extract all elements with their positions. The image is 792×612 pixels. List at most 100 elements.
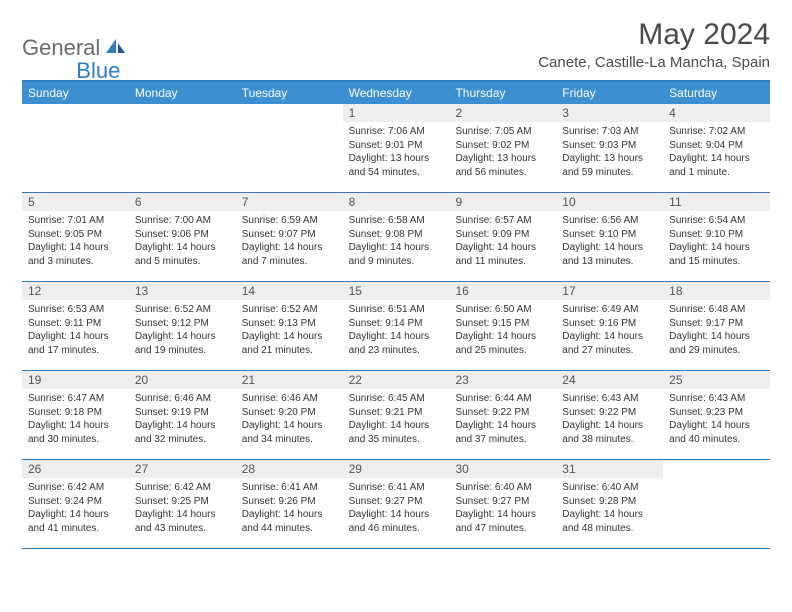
day-number: 5 — [22, 193, 129, 211]
day-number: 2 — [449, 104, 556, 122]
sunset-text: Sunset: 9:18 PM — [28, 406, 123, 420]
sunset-text: Sunset: 9:09 PM — [455, 228, 550, 242]
sunrise-text: Sunrise: 7:02 AM — [669, 125, 764, 139]
day-content: Sunrise: 6:42 AMSunset: 9:25 PMDaylight:… — [129, 478, 236, 539]
day-number: 15 — [343, 282, 450, 300]
sunset-text: Sunset: 9:22 PM — [455, 406, 550, 420]
day-content: Sunrise: 6:41 AMSunset: 9:26 PMDaylight:… — [236, 478, 343, 539]
day-content: Sunrise: 6:44 AMSunset: 9:22 PMDaylight:… — [449, 389, 556, 450]
day-content: Sunrise: 6:59 AMSunset: 9:07 PMDaylight:… — [236, 211, 343, 272]
day-number: 14 — [236, 282, 343, 300]
daylight-text: Daylight: 14 hours and 37 minutes. — [455, 419, 550, 446]
sunrise-text: Sunrise: 6:57 AM — [455, 214, 550, 228]
daylight-text: Daylight: 14 hours and 27 minutes. — [562, 330, 657, 357]
week-row: 12Sunrise: 6:53 AMSunset: 9:11 PMDayligh… — [22, 282, 770, 371]
sunset-text: Sunset: 9:16 PM — [562, 317, 657, 331]
day-cell: 18Sunrise: 6:48 AMSunset: 9:17 PMDayligh… — [663, 282, 770, 370]
sunrise-text: Sunrise: 6:40 AM — [562, 481, 657, 495]
day-content: Sunrise: 6:41 AMSunset: 9:27 PMDaylight:… — [343, 478, 450, 539]
week-row: 19Sunrise: 6:47 AMSunset: 9:18 PMDayligh… — [22, 371, 770, 460]
day-content: Sunrise: 6:40 AMSunset: 9:28 PMDaylight:… — [556, 478, 663, 539]
sunset-text: Sunset: 9:27 PM — [349, 495, 444, 509]
sunrise-text: Sunrise: 6:46 AM — [135, 392, 230, 406]
day-cell: 19Sunrise: 6:47 AMSunset: 9:18 PMDayligh… — [22, 371, 129, 459]
day-cell: 2Sunrise: 7:05 AMSunset: 9:02 PMDaylight… — [449, 104, 556, 192]
week-row: 1Sunrise: 7:06 AMSunset: 9:01 PMDaylight… — [22, 104, 770, 193]
sunrise-text: Sunrise: 6:45 AM — [349, 392, 444, 406]
daylight-text: Daylight: 14 hours and 9 minutes. — [349, 241, 444, 268]
sunrise-text: Sunrise: 6:58 AM — [349, 214, 444, 228]
sunset-text: Sunset: 9:06 PM — [135, 228, 230, 242]
day-content: Sunrise: 6:46 AMSunset: 9:19 PMDaylight:… — [129, 389, 236, 450]
daylight-text: Daylight: 14 hours and 32 minutes. — [135, 419, 230, 446]
daylight-text: Daylight: 14 hours and 43 minutes. — [135, 508, 230, 535]
day-content: Sunrise: 7:06 AMSunset: 9:01 PMDaylight:… — [343, 122, 450, 183]
daylight-text: Daylight: 14 hours and 34 minutes. — [242, 419, 337, 446]
day-content: Sunrise: 6:47 AMSunset: 9:18 PMDaylight:… — [22, 389, 129, 450]
day-cell: 8Sunrise: 6:58 AMSunset: 9:08 PMDaylight… — [343, 193, 450, 281]
day-number: 26 — [22, 460, 129, 478]
day-cell: 4Sunrise: 7:02 AMSunset: 9:04 PMDaylight… — [663, 104, 770, 192]
day-content: Sunrise: 6:58 AMSunset: 9:08 PMDaylight:… — [343, 211, 450, 272]
sunrise-text: Sunrise: 6:42 AM — [28, 481, 123, 495]
sunset-text: Sunset: 9:10 PM — [669, 228, 764, 242]
sail-icon — [104, 37, 126, 60]
sunset-text: Sunset: 9:08 PM — [349, 228, 444, 242]
sunset-text: Sunset: 9:23 PM — [669, 406, 764, 420]
sunrise-text: Sunrise: 6:50 AM — [455, 303, 550, 317]
day-content: Sunrise: 6:42 AMSunset: 9:24 PMDaylight:… — [22, 478, 129, 539]
day-content: Sunrise: 6:43 AMSunset: 9:23 PMDaylight:… — [663, 389, 770, 450]
day-content: Sunrise: 6:54 AMSunset: 9:10 PMDaylight:… — [663, 211, 770, 272]
sunset-text: Sunset: 9:15 PM — [455, 317, 550, 331]
sunrise-text: Sunrise: 6:43 AM — [669, 392, 764, 406]
daylight-text: Daylight: 14 hours and 7 minutes. — [242, 241, 337, 268]
day-content: Sunrise: 6:46 AMSunset: 9:20 PMDaylight:… — [236, 389, 343, 450]
day-cell: 17Sunrise: 6:49 AMSunset: 9:16 PMDayligh… — [556, 282, 663, 370]
daylight-text: Daylight: 13 hours and 59 minutes. — [562, 152, 657, 179]
day-number: 20 — [129, 371, 236, 389]
day-cell: 24Sunrise: 6:43 AMSunset: 9:22 PMDayligh… — [556, 371, 663, 459]
day-cell: 27Sunrise: 6:42 AMSunset: 9:25 PMDayligh… — [129, 460, 236, 548]
sunset-text: Sunset: 9:10 PM — [562, 228, 657, 242]
day-header-row: SundayMondayTuesdayWednesdayThursdayFrid… — [22, 82, 770, 104]
day-content: Sunrise: 7:00 AMSunset: 9:06 PMDaylight:… — [129, 211, 236, 272]
day-cell: 15Sunrise: 6:51 AMSunset: 9:14 PMDayligh… — [343, 282, 450, 370]
page-header: General Blue May 2024 Canete, Castille-L… — [22, 18, 770, 72]
day-number: 19 — [22, 371, 129, 389]
day-content: Sunrise: 6:50 AMSunset: 9:15 PMDaylight:… — [449, 300, 556, 361]
calendar: SundayMondayTuesdayWednesdayThursdayFrid… — [22, 80, 770, 549]
logo: General Blue — [22, 24, 120, 72]
sunset-text: Sunset: 9:12 PM — [135, 317, 230, 331]
day-content: Sunrise: 7:01 AMSunset: 9:05 PMDaylight:… — [22, 211, 129, 272]
day-cell: 5Sunrise: 7:01 AMSunset: 9:05 PMDaylight… — [22, 193, 129, 281]
sunset-text: Sunset: 9:19 PM — [135, 406, 230, 420]
sunset-text: Sunset: 9:03 PM — [562, 139, 657, 153]
sunrise-text: Sunrise: 6:54 AM — [669, 214, 764, 228]
day-header: Saturday — [663, 82, 770, 104]
day-number: 6 — [129, 193, 236, 211]
sunset-text: Sunset: 9:25 PM — [135, 495, 230, 509]
day-cell: 31Sunrise: 6:40 AMSunset: 9:28 PMDayligh… — [556, 460, 663, 548]
day-cell — [22, 104, 129, 192]
daylight-text: Daylight: 14 hours and 47 minutes. — [455, 508, 550, 535]
day-cell: 26Sunrise: 6:42 AMSunset: 9:24 PMDayligh… — [22, 460, 129, 548]
day-content: Sunrise: 6:43 AMSunset: 9:22 PMDaylight:… — [556, 389, 663, 450]
sunrise-text: Sunrise: 6:53 AM — [28, 303, 123, 317]
daylight-text: Daylight: 14 hours and 21 minutes. — [242, 330, 337, 357]
sunrise-text: Sunrise: 6:59 AM — [242, 214, 337, 228]
sunrise-text: Sunrise: 6:52 AM — [135, 303, 230, 317]
day-number: 27 — [129, 460, 236, 478]
day-number: 10 — [556, 193, 663, 211]
day-content: Sunrise: 6:40 AMSunset: 9:27 PMDaylight:… — [449, 478, 556, 539]
day-cell: 12Sunrise: 6:53 AMSunset: 9:11 PMDayligh… — [22, 282, 129, 370]
sunset-text: Sunset: 9:17 PM — [669, 317, 764, 331]
sunrise-text: Sunrise: 6:56 AM — [562, 214, 657, 228]
day-cell: 21Sunrise: 6:46 AMSunset: 9:20 PMDayligh… — [236, 371, 343, 459]
day-content: Sunrise: 6:52 AMSunset: 9:13 PMDaylight:… — [236, 300, 343, 361]
day-content: Sunrise: 6:48 AMSunset: 9:17 PMDaylight:… — [663, 300, 770, 361]
daylight-text: Daylight: 13 hours and 56 minutes. — [455, 152, 550, 179]
day-number: 9 — [449, 193, 556, 211]
day-cell: 6Sunrise: 7:00 AMSunset: 9:06 PMDaylight… — [129, 193, 236, 281]
daylight-text: Daylight: 13 hours and 54 minutes. — [349, 152, 444, 179]
day-cell: 13Sunrise: 6:52 AMSunset: 9:12 PMDayligh… — [129, 282, 236, 370]
